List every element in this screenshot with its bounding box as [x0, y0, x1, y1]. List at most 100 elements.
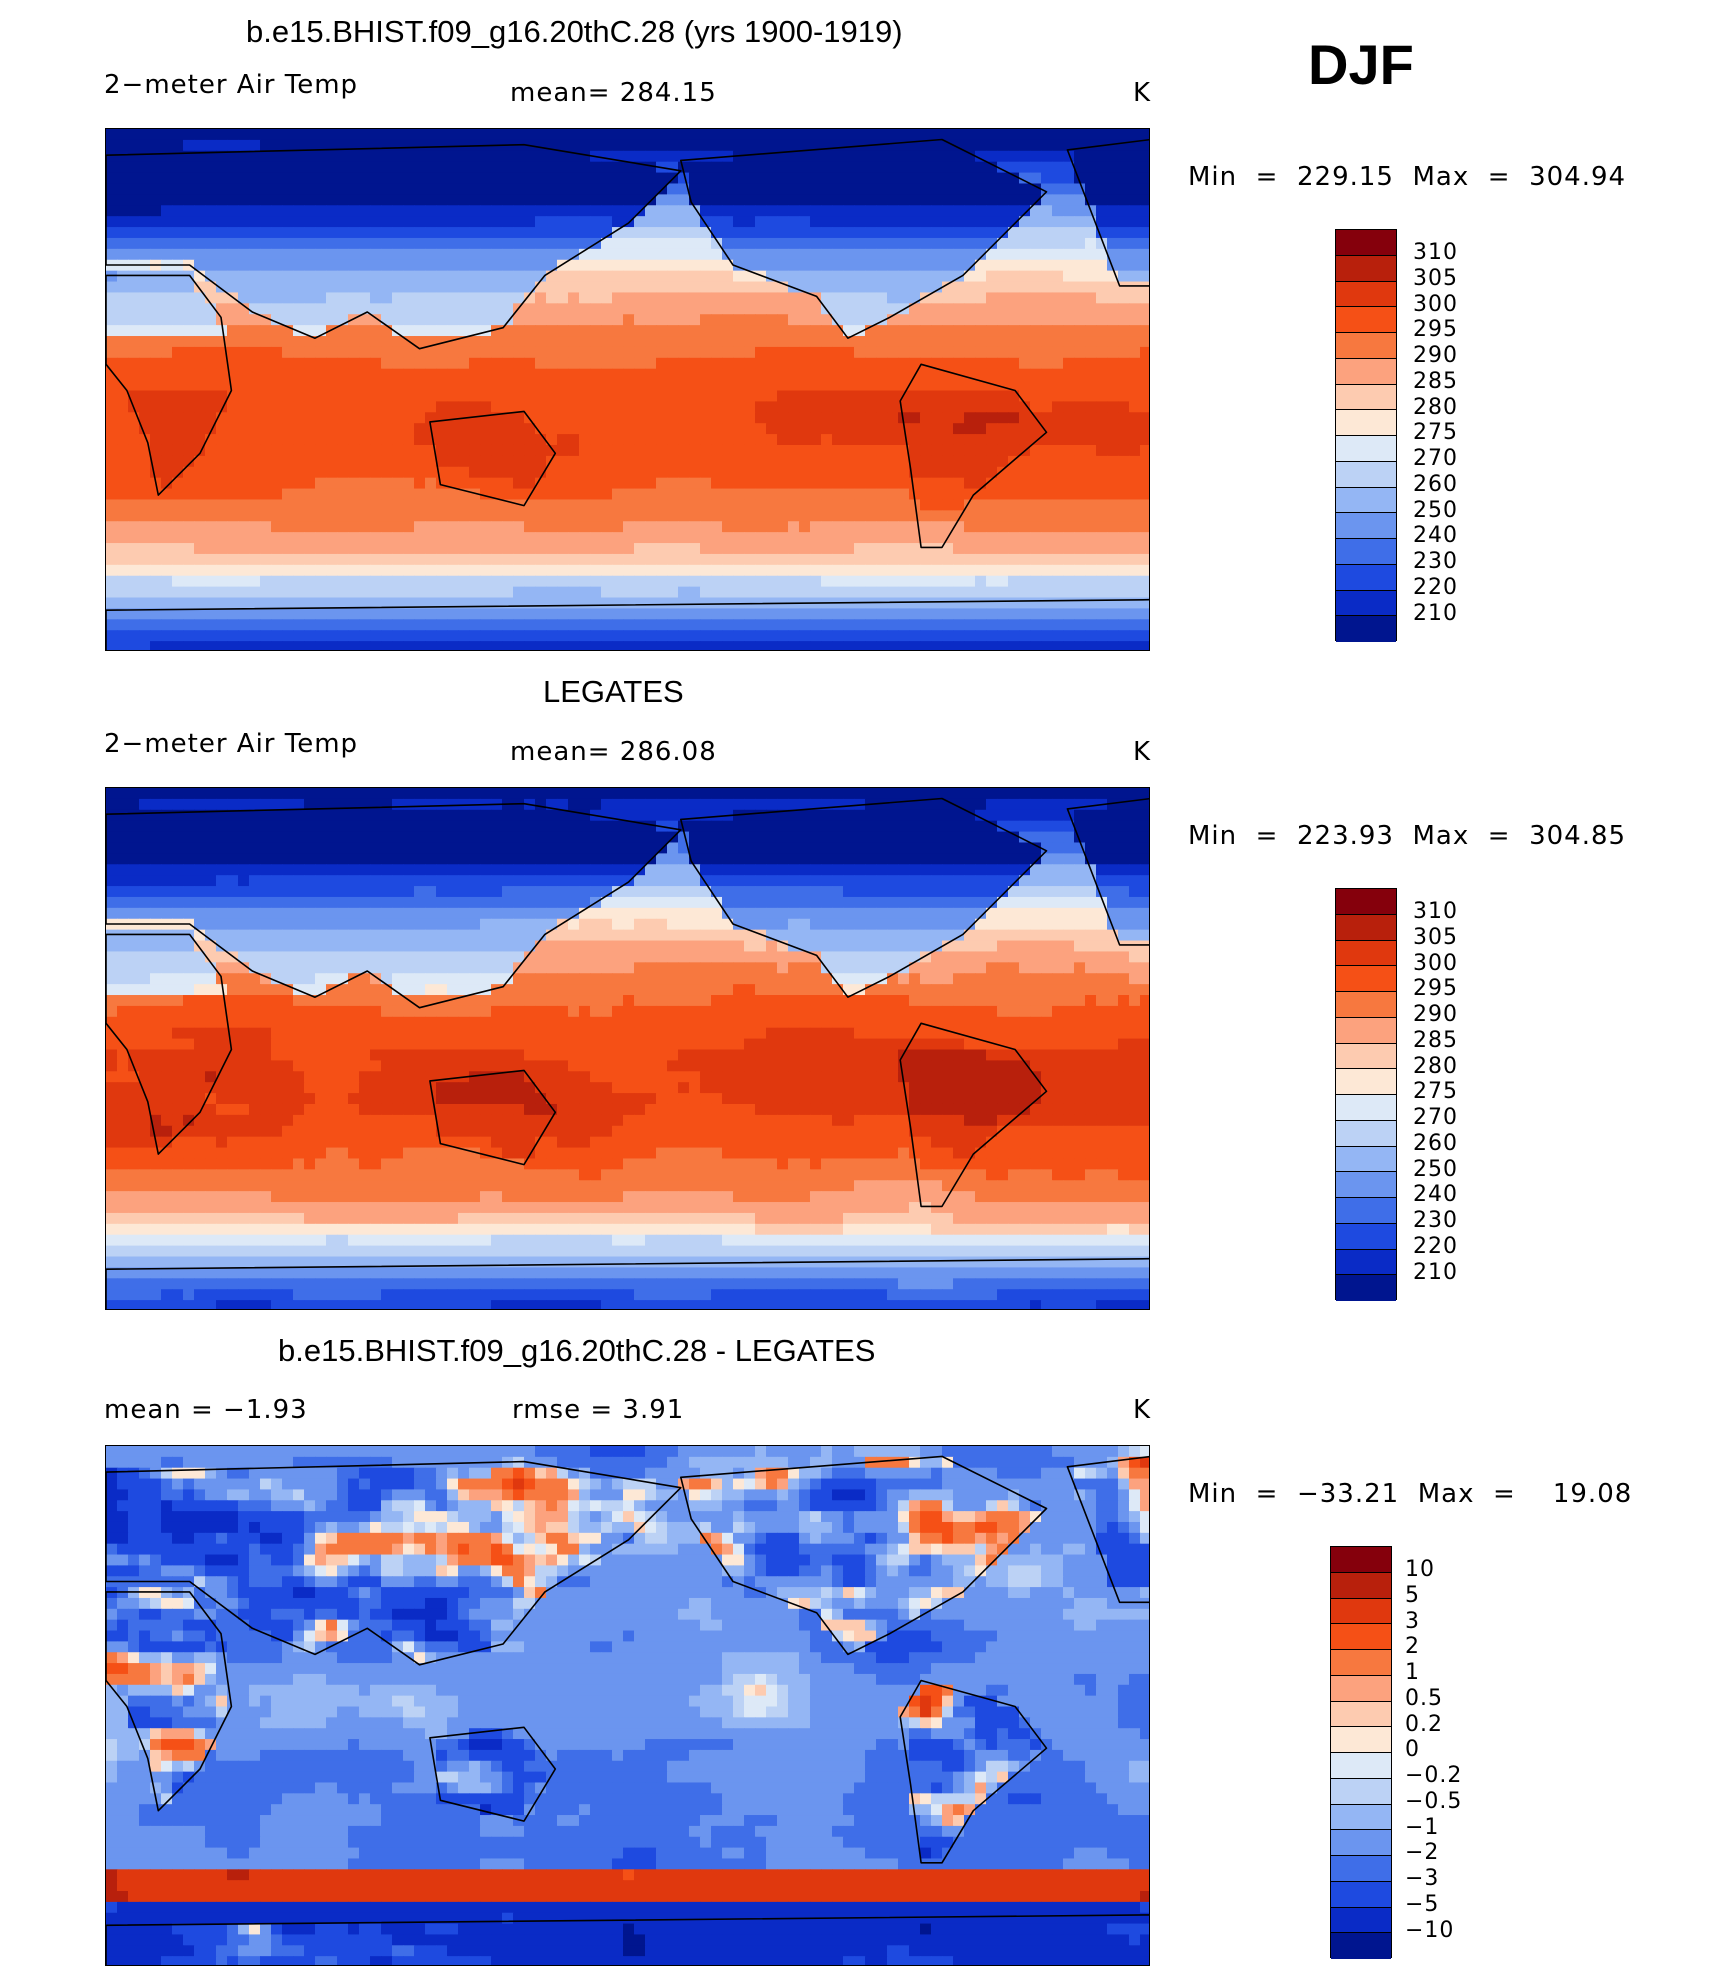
field-cell [1085, 543, 1097, 555]
field-cell [502, 532, 514, 544]
field-cell [172, 314, 184, 326]
field-cell [700, 227, 712, 239]
field-cell [381, 466, 393, 479]
field-cell [183, 139, 195, 152]
field-cell [810, 619, 822, 631]
field-cell [1118, 139, 1130, 152]
field-cell [205, 499, 217, 511]
field-cell [1030, 510, 1042, 522]
field-cell [106, 575, 118, 588]
field-cell [282, 183, 294, 195]
field-cell [392, 129, 404, 141]
field-cell [568, 543, 580, 555]
field-cell [755, 368, 767, 381]
field-cell [931, 129, 943, 141]
field-cell [942, 248, 954, 261]
field-cell [920, 292, 932, 304]
field-cell [1041, 477, 1053, 490]
field-cell [986, 412, 998, 424]
field-cell [260, 194, 272, 206]
field-cell [238, 532, 250, 544]
field-cell [172, 641, 184, 650]
field-cell [876, 434, 888, 446]
field-cell [634, 499, 646, 511]
field-cell [447, 270, 459, 283]
field-cell [656, 401, 668, 413]
field-cell [766, 357, 778, 370]
field-cell [1096, 455, 1108, 468]
field-cell [1140, 434, 1149, 446]
field-cell [425, 325, 437, 337]
field-cell [150, 788, 162, 800]
field-cell [425, 532, 437, 544]
field-cell [711, 630, 723, 642]
field-cell [1118, 129, 1130, 141]
field-cell [953, 608, 965, 620]
colorbar-swatch [1336, 255, 1396, 282]
field-cell [183, 281, 195, 294]
field-cell [700, 205, 712, 217]
field-cell [326, 336, 338, 348]
field-cell [513, 205, 525, 217]
field-cell [381, 172, 393, 185]
field-cell [557, 205, 569, 217]
field-cell [403, 499, 415, 511]
field-cell [953, 281, 965, 294]
field-cell [1107, 641, 1119, 650]
field-cell [821, 325, 833, 337]
field-cell [205, 346, 217, 359]
field-cell [1041, 205, 1053, 217]
colorbar-swatch [1336, 616, 1396, 642]
field-cells [106, 129, 1149, 650]
field-cell [755, 237, 767, 250]
field-cell [689, 809, 701, 822]
field-cell [601, 444, 613, 457]
field-cell [733, 401, 745, 413]
field-cell [1140, 798, 1149, 811]
field-cell [1041, 543, 1053, 555]
field-cell [733, 423, 745, 435]
field-cell [491, 564, 503, 577]
field-cell [953, 412, 965, 424]
field-cell [1129, 543, 1141, 555]
field-cell [942, 423, 954, 435]
field-cell [249, 379, 261, 392]
field-cell [920, 423, 932, 435]
field-cell [689, 788, 701, 800]
field-cell [546, 619, 558, 631]
field-cell [986, 270, 998, 283]
field-cell [249, 510, 261, 522]
field-cell [711, 237, 723, 250]
field-cell [689, 270, 701, 283]
field-cell [667, 788, 679, 800]
field-cell [293, 532, 305, 544]
field-cell [117, 521, 129, 533]
field-cell [777, 368, 789, 381]
field-cell [491, 227, 503, 239]
field-cell [227, 172, 239, 185]
field-cell [524, 477, 536, 490]
field-cell [612, 788, 624, 800]
field-cell [205, 314, 217, 326]
field-cell [876, 292, 888, 304]
field-cell [216, 809, 228, 822]
field-cell [579, 575, 591, 588]
field-cell [513, 292, 525, 304]
field-cell [722, 575, 734, 588]
field-cell [623, 466, 635, 479]
field-cell [480, 303, 492, 315]
field-cell [799, 488, 811, 501]
field-cell [436, 237, 448, 250]
field-cell [1085, 379, 1097, 392]
field-cell [876, 820, 888, 833]
field-cell [678, 499, 690, 511]
field-cell [700, 336, 712, 348]
field-cell [942, 401, 954, 413]
field-cell [348, 346, 360, 359]
field-cell [447, 423, 459, 435]
field-cell [920, 532, 932, 544]
field-cell [326, 532, 338, 544]
field-cell [216, 455, 228, 468]
field-cell [854, 150, 866, 163]
field-cell [876, 597, 888, 610]
